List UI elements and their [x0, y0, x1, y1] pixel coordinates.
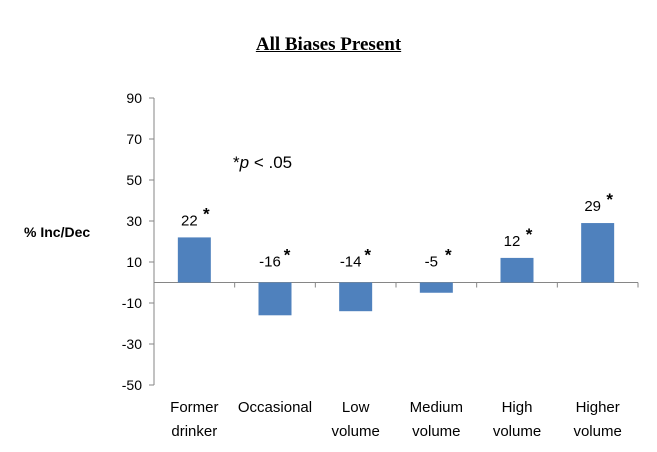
y-tick-label: 10: [126, 254, 142, 270]
y-tick-label: 90: [126, 90, 142, 106]
x-tick-label: Higher volume: [543, 396, 653, 444]
significance-star: *: [606, 190, 613, 209]
x-tick-label-line: Former: [170, 399, 219, 416]
chart-title: All Biases Present: [255, 34, 402, 55]
x-tick-label-line: drinker: [171, 423, 218, 440]
x-tick-label-line: Higher: [575, 399, 620, 416]
bar: [419, 282, 453, 293]
y-tick-label: -10: [122, 295, 142, 311]
x-tick-label: Medium volume: [381, 396, 491, 444]
y-tick-label: 30: [126, 213, 142, 229]
significance-note-p: p: [239, 153, 250, 172]
significance-note: *p < .05: [233, 153, 292, 173]
bar: [258, 282, 292, 316]
data-label: -16: [259, 254, 281, 271]
x-tick-label: Occasional: [220, 396, 330, 420]
x-tick-label-line: High: [501, 399, 533, 416]
significance-note-text: < .05: [249, 153, 293, 172]
significance-star: *: [526, 225, 533, 244]
x-tick-label-line: volume: [492, 423, 542, 440]
data-label: -14: [340, 254, 362, 271]
x-tick-label-line: Occasional: [237, 399, 313, 416]
y-tick-label: -50: [122, 377, 142, 393]
x-tick-label: Low volume: [301, 396, 411, 444]
x-tick-label: Former drinker: [139, 396, 249, 444]
bar: [339, 282, 373, 312]
x-tick-label-line: volume: [331, 423, 380, 440]
significance-star: *: [364, 246, 371, 265]
y-axis-label: % Inc/Dec: [24, 224, 91, 240]
significance-star: *: [203, 204, 210, 223]
data-label: 12: [504, 233, 521, 250]
bar: [581, 223, 615, 283]
data-label: 29: [584, 198, 601, 215]
bar: [177, 237, 211, 283]
x-tick-label-line: volume: [573, 423, 622, 440]
y-tick-label: 70: [126, 131, 142, 147]
x-tick-label-line: Low: [341, 399, 370, 416]
significance-note-star: *: [233, 153, 240, 172]
x-tick-label: High volume: [462, 396, 572, 444]
x-tick-label-line: volume: [412, 423, 461, 440]
y-tick-label: 50: [126, 172, 142, 188]
data-label: -5: [425, 254, 438, 271]
data-label: 22: [181, 212, 198, 229]
bar: [500, 257, 534, 283]
significance-star: *: [284, 246, 291, 265]
significance-star: *: [445, 246, 452, 265]
y-tick-label: -30: [122, 336, 142, 352]
x-tick-label-line: Medium: [409, 399, 463, 416]
